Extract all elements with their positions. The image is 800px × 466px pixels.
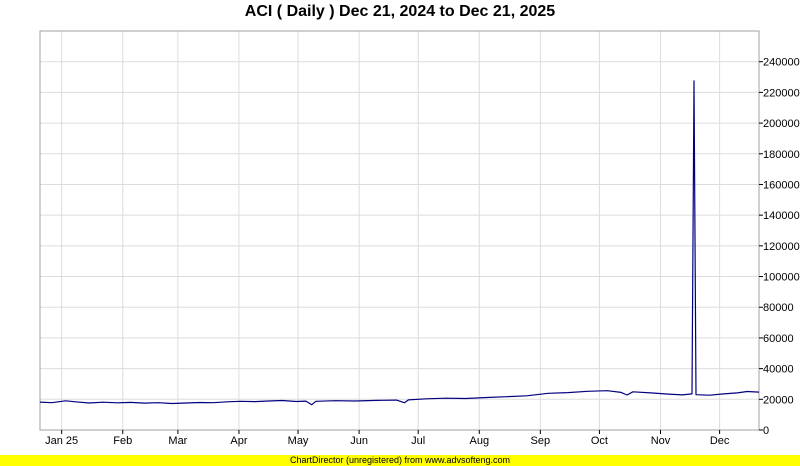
x-axis: Jan 25 Feb Mar Apr May Jun Jul Aug Sep Oct Nov Dec [45, 430, 730, 447]
y-tick-label: 0 [763, 425, 769, 437]
y-tick-label: 200000 [763, 118, 800, 130]
y-tick-label: 40000 [763, 364, 794, 376]
y-tick-label: 20000 [763, 394, 794, 406]
y-axis: 0 20000 40000 60000 80000 100000 120000 140000 1… [759, 57, 800, 437]
y-tick-label: 140000 [763, 210, 800, 222]
y-tick-label: 80000 [763, 302, 794, 314]
x-tick-label: Mar [168, 435, 187, 447]
x-tick-label: Dec [710, 435, 730, 447]
y-tick-label: 220000 [763, 87, 800, 99]
x-tick-label: Nov [651, 435, 671, 447]
x-tick-label: Feb [113, 435, 132, 447]
y-tick-label: 160000 [763, 179, 800, 191]
x-tick-label: Apr [230, 435, 247, 447]
x-tick-label: Jan 25 [45, 435, 78, 447]
chart-title: ACI ( Daily ) Dec 21, 2024 to Dec 21, 20… [244, 3, 556, 20]
chartdirector-footer: ChartDirector (unregistered) from www.ad… [0, 455, 800, 466]
x-tick-label: Sep [531, 435, 551, 447]
grid-layer [40, 31, 759, 431]
y-tick-label: 240000 [763, 57, 800, 69]
x-tick-label: Jun [350, 435, 368, 447]
series-layer [39, 80, 760, 406]
y-tick-label: 100000 [763, 272, 800, 284]
series-line [39, 80, 760, 406]
y-tick-label: 120000 [763, 241, 800, 253]
x-tick-label: Oct [591, 435, 608, 447]
x-tick-label: Jul [411, 435, 425, 447]
x-tick-label: Aug [469, 435, 489, 447]
x-tick-label: May [288, 435, 309, 447]
line-chart: 0 20000 40000 60000 80000 100000 120000 140000 1… [39, 30, 800, 447]
y-tick-label: 60000 [763, 333, 794, 345]
y-tick-label: 180000 [763, 149, 800, 161]
plot-area [39, 30, 760, 431]
